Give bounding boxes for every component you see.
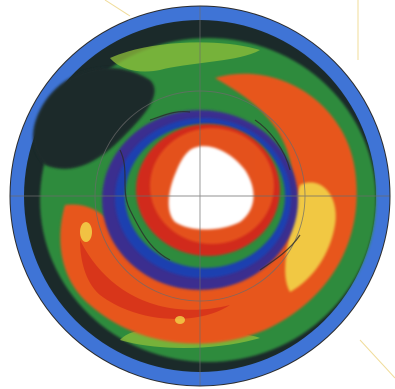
corner-line-right2	[359, 339, 395, 379]
yellow-green-patch-top	[110, 42, 260, 72]
yellow-patch-right	[285, 182, 336, 292]
corner-line-left	[104, 0, 131, 17]
coastlines	[119, 110, 301, 271]
high-ozone-crescent	[60, 73, 357, 344]
dark-region-upper-left	[33, 67, 155, 169]
graticule	[10, 6, 390, 386]
coast-1	[119, 149, 171, 261]
yellow-fleck-left	[80, 222, 92, 242]
ozone-hole	[168, 146, 254, 230]
coast-3	[259, 234, 301, 271]
coast-2	[254, 119, 291, 171]
coast-4	[149, 110, 191, 121]
latitude-ring	[94, 90, 306, 302]
red-strip	[80, 240, 230, 319]
globe	[10, 6, 390, 386]
yellow-fleck-bottom	[175, 316, 185, 324]
globe-outline	[9, 5, 391, 387]
